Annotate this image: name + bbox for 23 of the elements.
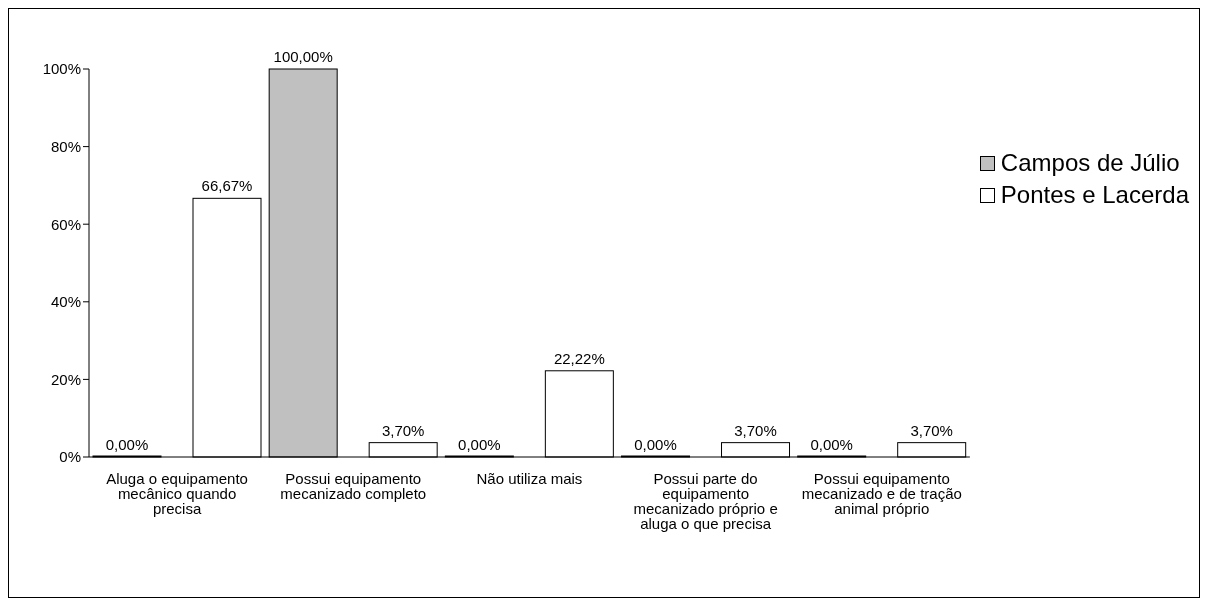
y-tick-label: 80% (50, 137, 81, 155)
data-label: 3,70% (910, 421, 953, 439)
x-tick-label: Aluga o equipamento mecânico quando precisa (106, 469, 248, 517)
x-tick-label: Possui equipamento mecanizado completo (280, 469, 427, 502)
data-label: 3,70% (734, 421, 777, 439)
data-label: 22,22% (553, 349, 605, 367)
y-tick-label: 40% (50, 293, 81, 311)
y-tick-label: 20% (50, 370, 81, 388)
data-label: 3,70% (381, 421, 425, 439)
x-tick-label: Possui equipamento mecanizado e de tração animal próprio (801, 469, 962, 517)
data-label: 0,00% (458, 436, 501, 453)
data-label: 0,00% (810, 436, 853, 453)
data-label: 100,00% (273, 48, 333, 65)
x-tick-label: Possui parte do equipamento mecanizado próprio e aluga o que precisa (633, 469, 778, 532)
data-label: 0,00% (634, 436, 677, 453)
y-tick-label: 60% (50, 215, 81, 233)
data-label: 66,67% (201, 177, 253, 195)
y-tick-label: 100% (42, 60, 81, 78)
x-tick-label: Não utiliza mais (476, 469, 583, 487)
legend-label: Pontes e Lacerda (1000, 181, 1189, 209)
y-tick-label: 0% (59, 448, 81, 466)
data-label: 0,00% (105, 436, 149, 453)
legend-label: Campos de Júlio (1000, 149, 1180, 177)
